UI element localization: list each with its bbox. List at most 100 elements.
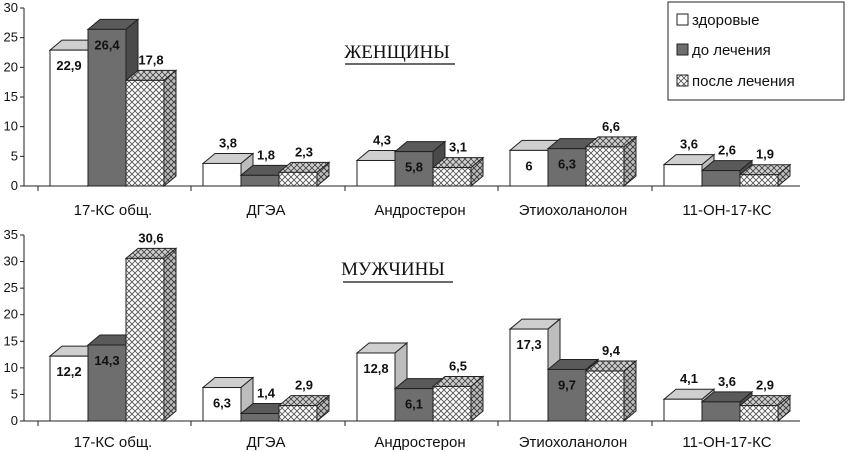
value-label: 5,8 (405, 160, 423, 175)
value-label: 3,8 (219, 135, 237, 150)
bar-after-treatment (738, 163, 792, 188)
y-tick-label: 0 (11, 413, 18, 428)
bar-front-face (125, 257, 165, 422)
bar-front-face (394, 388, 434, 422)
category-label: ДГЭА (246, 434, 285, 451)
legend-label-before: до лечения (692, 42, 771, 59)
legend-swatch-before (676, 43, 689, 56)
value-label: 6,3 (213, 396, 231, 411)
bar-after-treatment (584, 359, 638, 423)
bar-front-face (87, 28, 127, 187)
value-label: 1,4 (257, 386, 276, 401)
bar-front-face (585, 370, 625, 422)
bar-before-treatment (393, 140, 447, 188)
bar-front-face (278, 171, 318, 187)
value-label: 17,3 (516, 337, 541, 352)
bar-front-face (432, 167, 472, 187)
bar-front-face (585, 146, 625, 187)
y-tick-label: 15 (4, 333, 18, 348)
bar-after-treatment (431, 156, 485, 188)
bar-front-face (278, 405, 318, 422)
value-label: 4,3 (373, 132, 391, 147)
bar-front-face (202, 387, 242, 422)
value-label: 1,9 (756, 147, 774, 162)
y-tick-label: 10 (4, 119, 18, 134)
value-label: 22,9 (56, 58, 81, 73)
value-label: 9,4 (602, 343, 621, 358)
value-label: 6,1 (405, 397, 423, 412)
men-chart: 0 5 10 15 20 25 30 35 12,2 14,3 30,6 17-КС общ. 6,3 1… (4, 227, 800, 451)
y-tick-label: 30 (4, 0, 18, 15)
bar-after-treatment (431, 375, 485, 423)
value-label: 6,5 (449, 358, 467, 373)
y-tick-label: 5 (11, 148, 18, 163)
y-tick-label: 20 (4, 59, 18, 74)
bar-after-treatment (124, 247, 178, 423)
legend-swatch-healthy (676, 13, 689, 26)
bar-front-face (509, 328, 549, 422)
category-label: 17-КС общ. (74, 434, 153, 451)
bar-front-face (547, 368, 587, 422)
bar-front-face (701, 170, 741, 187)
value-label: 17,8 (138, 52, 163, 67)
y-tick-label: 20 (4, 307, 18, 322)
value-label: 2,9 (295, 378, 313, 393)
bar-front-face (739, 405, 779, 422)
category-label: Андростерон (374, 434, 465, 451)
y-tick-label: 10 (4, 360, 18, 375)
y-tick-label: 5 (11, 386, 18, 401)
bar-front-face (663, 164, 703, 187)
bar-front-face (663, 398, 703, 422)
bar-front-face (432, 385, 472, 422)
legend-label-after: после лечения (692, 73, 795, 90)
category-label: 11-ОН-17-КС (682, 202, 771, 219)
bar-before-treatment (86, 18, 140, 188)
y-tick-label: 25 (4, 30, 18, 45)
value-label: 3,6 (718, 374, 736, 389)
bar-front-face (202, 162, 242, 187)
category-label: Этиохоланолон (519, 202, 628, 219)
y-tick-label: 35 (4, 227, 18, 242)
value-label: 6,3 (558, 157, 576, 172)
category-label: 11-ОН-17-КС (682, 434, 771, 451)
women-title: ЖЕНЩИНЫ (344, 42, 450, 63)
bar-after-treatment (738, 394, 792, 423)
y-tick-label: 15 (4, 89, 18, 104)
bar-front-face (49, 49, 89, 187)
value-label: 9,7 (558, 377, 576, 392)
value-label: 6 (525, 158, 532, 173)
bar-side-face (163, 69, 177, 188)
legend-box (667, 1, 845, 101)
bar-after-treatment (277, 394, 331, 423)
bar-side-face (623, 359, 637, 423)
bar-after-treatment (124, 69, 178, 188)
value-label: 3,1 (449, 140, 467, 155)
value-label: 4,1 (680, 371, 698, 386)
bar-front-face (547, 148, 587, 187)
value-label: 14,3 (94, 353, 119, 368)
y-tick-label: 25 (4, 280, 18, 295)
bar-after-treatment (584, 135, 638, 188)
y-tick-label: 0 (11, 178, 18, 193)
value-label: 3,6 (680, 137, 698, 152)
value-label: 26,4 (94, 37, 120, 52)
bar-front-face (125, 79, 165, 187)
bar-front-face (394, 151, 434, 187)
value-label: 12,8 (363, 361, 388, 376)
value-label: 30,6 (138, 230, 163, 245)
bar-front-face (240, 174, 280, 187)
category-label: ДГЭА (246, 202, 285, 219)
men-title: МУЖЧИНЫ (341, 259, 445, 280)
category-label: Этиохоланолон (519, 434, 628, 451)
bar-front-face (240, 413, 280, 422)
value-label: 2,9 (756, 378, 774, 393)
bar-front-face (356, 159, 396, 187)
value-label: 12,2 (56, 364, 81, 379)
women-chart: 0 5 10 15 20 25 30 22,9 26,4 17,8 17-КС общ. 3,8 1,8… (4, 0, 800, 219)
category-label: Андростерон (374, 202, 465, 219)
legend-label-healthy: здоровые (692, 12, 759, 29)
bar-after-treatment (277, 161, 331, 188)
value-label: 6,6 (602, 119, 620, 134)
value-label: 2,3 (295, 144, 313, 159)
bar-front-face (739, 174, 779, 187)
